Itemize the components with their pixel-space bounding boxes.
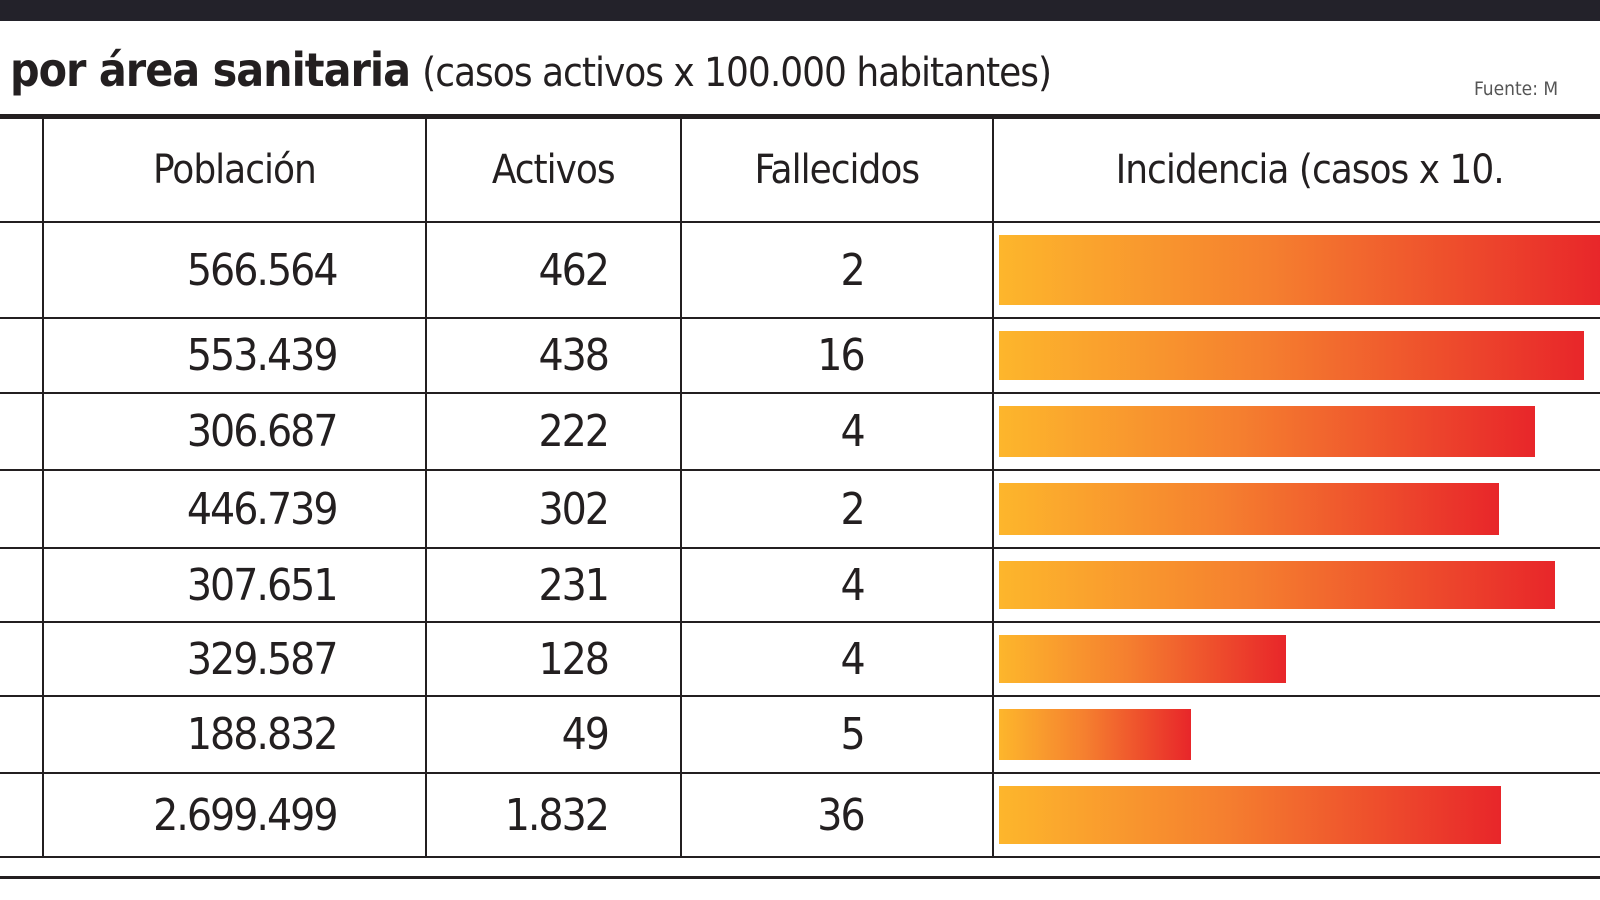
title-bold: por área sanitaria	[10, 43, 411, 97]
bottom-rule	[0, 876, 1600, 879]
incidence-bar	[998, 483, 1499, 535]
title-bold-activos: activos	[542, 50, 664, 96]
chart-title: por área sanitaria (casos activos x 100.…	[10, 40, 1052, 103]
incidencia-cell	[992, 318, 1600, 394]
activos-cell: 128	[425, 622, 682, 697]
activos-cell: 1.832	[425, 773, 682, 858]
fallecidos-cell: 5	[680, 696, 994, 774]
table-row: 306.687 222 4	[0, 393, 1600, 471]
column-header-incidencia: Incidencia (casos x 10.	[992, 119, 1600, 223]
incidence-bar	[998, 235, 1600, 305]
incidencia-cell	[992, 696, 1600, 774]
activos-cell: 462	[425, 222, 682, 319]
incidencia-cell	[992, 470, 1600, 549]
poblacion-cell: 446.739	[43, 470, 427, 549]
area-cell	[0, 622, 45, 697]
incidence-bar	[998, 406, 1535, 457]
header-rule	[0, 114, 1600, 119]
column-header-poblacion: Población	[43, 119, 427, 223]
fallecidos-cell: 2	[680, 222, 994, 319]
data-table: Población Activos Fallecidos Incidencia …	[0, 119, 1600, 858]
area-cell	[0, 393, 45, 471]
activos-cell: 222	[425, 393, 682, 471]
area-cell	[0, 222, 45, 319]
table-row: 566.564 462 2	[0, 222, 1600, 319]
poblacion-cell: 188.832	[43, 696, 427, 774]
activos-cell: 231	[425, 548, 682, 623]
area-cell	[0, 318, 45, 394]
table-row: 329.587 128 4	[0, 622, 1600, 697]
title-normal-rest: x 100.000 habitantes)	[663, 50, 1052, 96]
fallecidos-cell: 4	[680, 548, 994, 623]
poblacion-cell: 307.651	[43, 548, 427, 623]
fallecidos-cell: 36	[680, 773, 994, 858]
incidence-bar	[998, 709, 1191, 760]
fallecidos-cell: 2	[680, 470, 994, 549]
fallecidos-cell: 16	[680, 318, 994, 394]
activos-cell: 438	[425, 318, 682, 394]
incidencia-cell	[992, 548, 1600, 623]
top-bar	[0, 0, 1600, 21]
column-header-fallecidos: Fallecidos	[680, 119, 994, 223]
area-cell	[0, 548, 45, 623]
area-cell	[0, 696, 45, 774]
source-label: Fuente: M	[1474, 78, 1559, 100]
poblacion-cell: 553.439	[43, 318, 427, 394]
poblacion-cell: 566.564	[43, 222, 427, 319]
poblacion-cell: 2.699.499	[43, 773, 427, 858]
incidencia-cell	[992, 393, 1600, 471]
fallecidos-cell: 4	[680, 622, 994, 697]
column-header-area	[0, 119, 45, 223]
incidence-bar	[998, 331, 1584, 380]
table-row: 307.651 231 4	[0, 548, 1600, 623]
fallecidos-cell: 4	[680, 393, 994, 471]
incidencia-cell	[992, 222, 1600, 319]
column-header-activos: Activos	[425, 119, 682, 223]
activos-cell: 302	[425, 470, 682, 549]
poblacion-cell: 329.587	[43, 622, 427, 697]
poblacion-cell: 306.687	[43, 393, 427, 471]
incidence-bar	[998, 635, 1286, 683]
table-row: 188.832 49 5	[0, 696, 1600, 774]
title-normal: (casos	[422, 50, 542, 96]
table-row: 446.739 302 2	[0, 470, 1600, 549]
area-cell	[0, 470, 45, 549]
incidence-bar	[998, 786, 1501, 844]
incidence-bar	[998, 561, 1555, 609]
table-row: 2.699.499 1.832 36	[0, 773, 1600, 858]
area-cell	[0, 773, 45, 858]
header-row: Población Activos Fallecidos Incidencia …	[0, 119, 1600, 223]
activos-cell: 49	[425, 696, 682, 774]
table-row: 553.439 438 16	[0, 318, 1600, 394]
incidencia-cell	[992, 773, 1600, 858]
incidencia-cell	[992, 622, 1600, 697]
